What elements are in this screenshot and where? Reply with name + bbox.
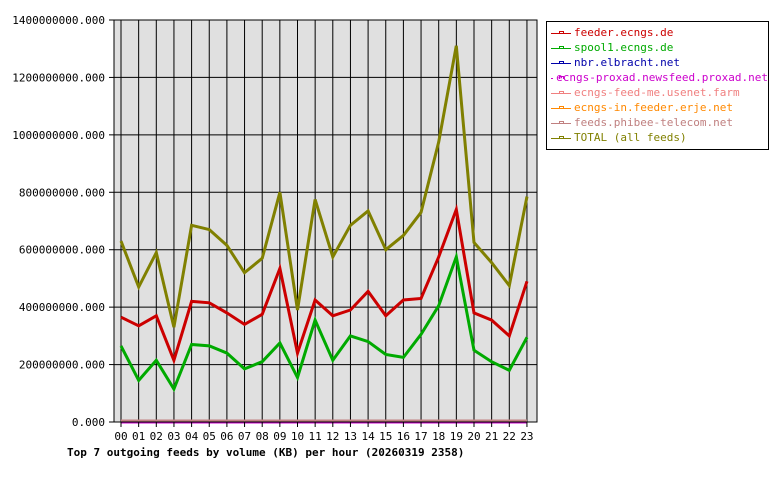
legend-label: nbr.elbracht.net — [574, 56, 680, 69]
y-tick-label: 1000000000.000 — [12, 129, 105, 142]
x-tick-label: 13 — [344, 430, 357, 443]
legend-line-marker-icon — [551, 29, 571, 37]
legend-line-marker-icon — [551, 59, 571, 67]
x-axis-labels: 00 01 02 03 04 05 06 07 08 09 10 11 12 13 14 15 16 17 18 19… — [114, 430, 533, 443]
legend-label: TOTAL (all feeds) — [574, 131, 687, 144]
series-line-total-all-feeds- — [119, 45, 529, 328]
y-axis-labels: 0.000 200000000.000 400000000.000 600000000… — [12, 14, 105, 429]
y-tick-label: 800000000.000 — [19, 186, 105, 199]
x-tick-label: 22 — [503, 430, 516, 443]
legend-item: ecngs-in.feeder.erje.net — [547, 100, 768, 115]
x-tick-label: 17 — [414, 430, 427, 443]
y-tick-label: 0.000 — [72, 416, 105, 429]
x-tick-label: 20 — [467, 430, 480, 443]
legend-line-marker-icon — [551, 134, 571, 142]
legend-line-marker-icon — [551, 104, 571, 112]
x-tick-label: 11 — [309, 430, 322, 443]
x-tick-label: 23 — [520, 430, 533, 443]
legend-line-marker-icon — [551, 74, 564, 82]
legend-item: ecngs-proxad.newsfeed.proxad.net — [547, 70, 768, 85]
y-tick-label: 600000000.000 — [19, 244, 105, 257]
legend-label: spool1.ecngs.de — [574, 41, 674, 54]
legend-label: ecngs-feed-me.usenet.farm — [574, 86, 740, 99]
plot-area — [114, 20, 537, 422]
y-tick-label: 400000000.000 — [19, 301, 105, 314]
legend-item: TOTAL (all feeds) — [547, 130, 768, 145]
x-tick-label: 05 — [203, 430, 216, 443]
legend-line-marker-icon — [551, 89, 571, 97]
legend-line-marker-icon — [551, 44, 571, 52]
x-tick-label: 03 — [167, 430, 180, 443]
x-tick-label: 08 — [256, 430, 269, 443]
legend-item: nbr.elbracht.net — [547, 55, 768, 70]
legend: feeder.ecngs.de spool1.ecngs.de nbr.elbrac… — [546, 21, 769, 150]
series-line-spool1-ecngs-de — [119, 251, 529, 393]
legend-label: ecngs-in.feeder.erje.net — [574, 101, 733, 114]
x-tick-label: 06 — [220, 430, 233, 443]
x-tick-label: 21 — [485, 430, 498, 443]
x-tick-label: 18 — [432, 430, 445, 443]
chart-title: Top 7 outgoing feeds by volume (KB) per … — [67, 446, 464, 459]
legend-item: ecngs-feed-me.usenet.farm — [547, 85, 768, 100]
y-tick-label: 200000000.000 — [19, 359, 105, 372]
x-tick-label: 01 — [132, 430, 145, 443]
x-tick-label: 04 — [185, 430, 199, 443]
legend-line-marker-icon — [551, 119, 571, 127]
x-tick-label: 07 — [238, 430, 251, 443]
x-tick-label: 12 — [326, 430, 339, 443]
series-line-feeder-ecngs-de — [120, 203, 529, 365]
x-tick-label: 10 — [291, 430, 304, 443]
legend-item: feeds.phibee-telecom.net — [547, 115, 768, 130]
legend-item: feeder.ecngs.de — [547, 25, 768, 40]
y-tick-label: 1200000000.000 — [12, 71, 105, 84]
axes — [109, 19, 538, 427]
x-tick-label: 09 — [273, 430, 286, 443]
x-tick-label: 16 — [397, 430, 410, 443]
x-tick-label: 00 — [114, 430, 127, 443]
x-tick-label: 02 — [150, 430, 163, 443]
legend-label: feeds.phibee-telecom.net — [574, 116, 733, 129]
legend-label: ecngs-proxad.newsfeed.proxad.net — [556, 71, 768, 84]
plot-border — [113, 19, 538, 423]
y-tick-label: 1400000000.000 — [12, 14, 105, 27]
x-tick-label: 15 — [379, 430, 392, 443]
x-tick-label: 14 — [361, 430, 375, 443]
legend-label: feeder.ecngs.de — [574, 26, 674, 39]
legend-item: spool1.ecngs.de — [547, 40, 768, 55]
x-tick-label: 19 — [450, 430, 463, 443]
